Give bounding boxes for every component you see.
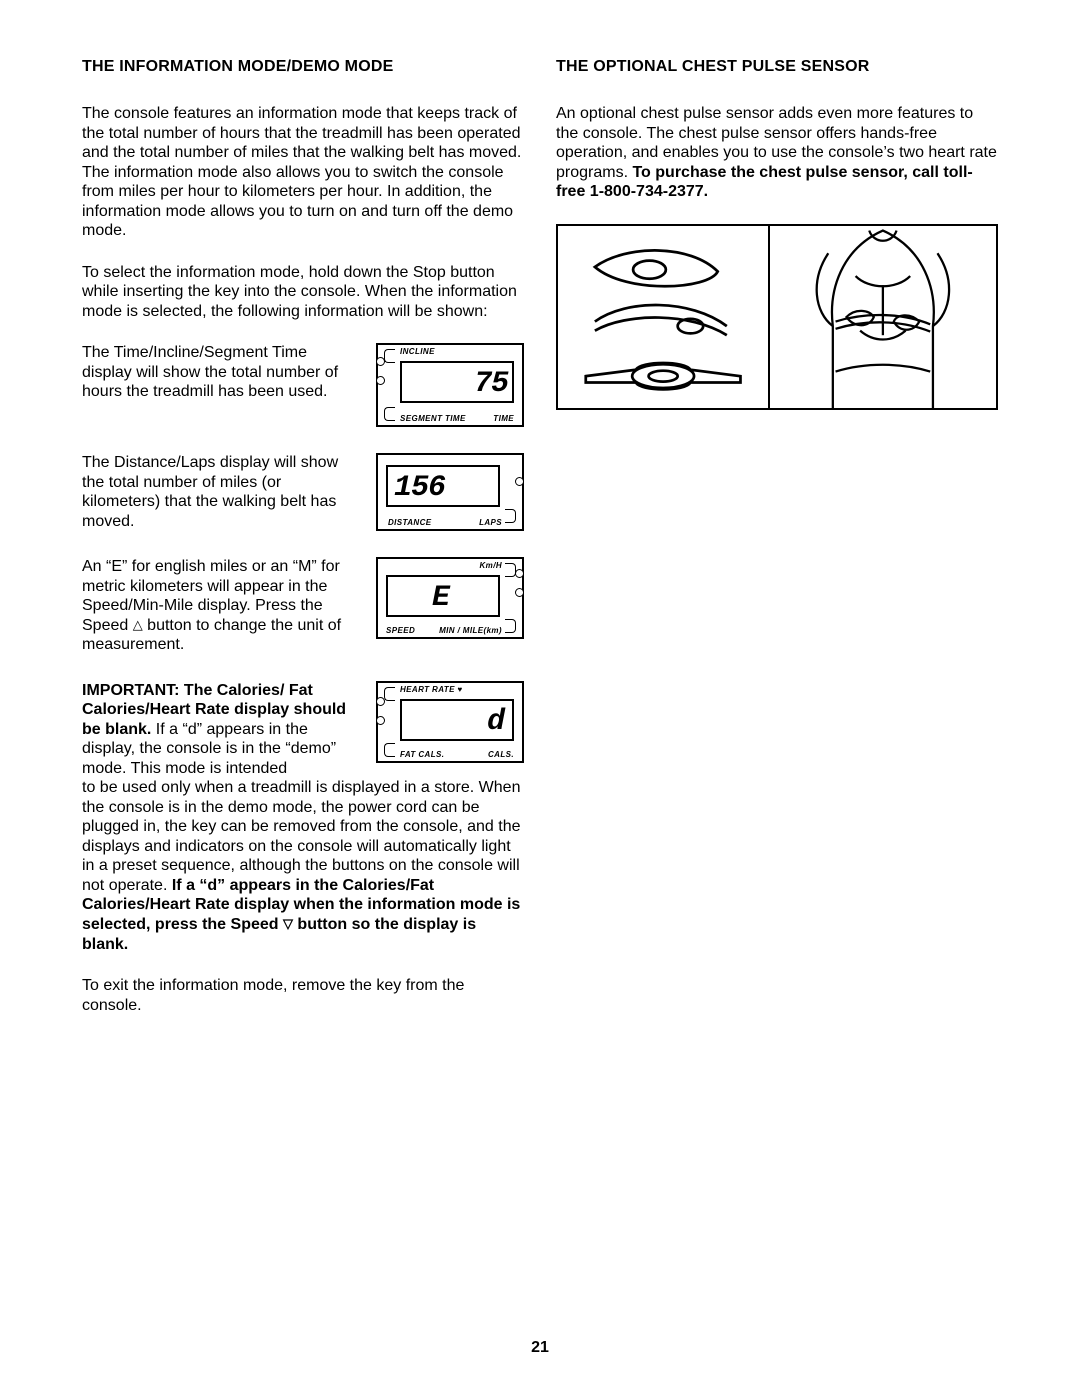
lcd-indicator-dots — [376, 357, 385, 385]
lcd-label-laps: LAPS — [479, 518, 502, 527]
chest-sensor-title: THE OPTIONAL CHEST PULSE SENSOR — [556, 58, 998, 76]
lcd-label-distance: DISTANCE — [388, 518, 432, 527]
bracket-icon — [384, 687, 395, 701]
info-mode-p3: to be used only when a treadmill is disp… — [82, 778, 524, 954]
bracket-icon — [505, 619, 516, 633]
triangle-down-icon: ▽ — [283, 916, 293, 932]
dot-icon — [515, 569, 524, 578]
chest-sensor-p1: An optional chest pulse sensor adds even… — [556, 104, 998, 202]
info-block-time-text: The Time/Incline/Segment Time display wi… — [82, 343, 358, 402]
info-mode-title: THE INFORMATION MODE/DEMO MODE — [82, 58, 524, 76]
dot-icon — [515, 477, 524, 486]
dot-icon — [376, 716, 385, 725]
page: THE INFORMATION MODE/DEMO MODE The conso… — [0, 0, 1080, 1397]
chest-sensor-strap-panel — [558, 226, 770, 408]
bracket-icon — [384, 349, 395, 363]
lcd-label-kmh: Km/H — [480, 561, 503, 570]
lcd-value: 75 — [474, 369, 508, 399]
info-block-heartrate: IMPORTANT: The Calories/ Fat Calories/He… — [82, 681, 524, 779]
lcd-indicator-dots — [376, 697, 385, 725]
info-mode-p4: To exit the information mode, remove the… — [82, 976, 524, 1015]
info-block-distance-text: The Distance/Laps display will show the … — [82, 453, 358, 531]
info-block-heartrate-text: IMPORTANT: The Calories/ Fat Calories/He… — [82, 681, 358, 779]
heart-icon: ♥ — [457, 685, 462, 694]
strap-icon — [558, 226, 768, 408]
page-number: 21 — [0, 1339, 1080, 1357]
lcd-heartrate: HEART RATE ♥ d FAT CALS. CALS. — [376, 681, 524, 763]
lcd-screen: E — [386, 575, 500, 617]
columns: THE INFORMATION MODE/DEMO MODE The conso… — [82, 58, 998, 1037]
bracket-icon — [505, 509, 516, 523]
torso-icon — [770, 226, 996, 408]
lcd-screen: 75 — [400, 361, 514, 403]
lcd-value: d — [487, 707, 504, 737]
lcd-label-cals: CALS. — [488, 750, 514, 759]
lcd-distance-laps: 156 DISTANCE LAPS — [376, 453, 524, 531]
info-block-time: The Time/Incline/Segment Time display wi… — [82, 343, 524, 427]
bracket-icon — [505, 563, 516, 577]
lcd-value: E — [432, 583, 449, 613]
lcd-value: 156 — [394, 473, 445, 503]
lcd-label-heartrate: HEART RATE ♥ — [400, 685, 463, 694]
left-column: THE INFORMATION MODE/DEMO MODE The conso… — [82, 58, 524, 1037]
triangle-up-icon: △ — [133, 617, 143, 633]
lcd-label-fatcals: FAT CALS. — [400, 750, 444, 759]
lcd-screen: d — [400, 699, 514, 741]
lcd-label-speed: SPEED — [386, 626, 415, 635]
info-mode-p2: To select the information mode, hold dow… — [82, 263, 524, 322]
lcd-screen: 156 — [386, 465, 500, 507]
info-mode-p1: The console features an information mode… — [82, 104, 524, 241]
lcd-indicator-dots — [515, 569, 524, 597]
lcd-time-incline: INCLINE 75 SEGMENT TIME TIME — [376, 343, 524, 427]
lcd-label-incline: INCLINE — [400, 347, 435, 356]
lcd-speed-minmile: Km/H E SPEED MIN / MILE(km) — [376, 557, 524, 639]
lcd-label-time: TIME — [493, 414, 514, 423]
chest-sensor-torso-panel — [770, 226, 996, 408]
info-block-speed: An “E” for english miles or an “M” for m… — [82, 557, 524, 655]
lcd-label-segment-time: SEGMENT TIME — [400, 414, 466, 423]
bracket-icon — [384, 407, 395, 421]
right-column: THE OPTIONAL CHEST PULSE SENSOR An optio… — [556, 58, 998, 1037]
dot-icon — [376, 376, 385, 385]
lcd-label-minmile: MIN / MILE(km) — [439, 626, 502, 635]
lcd-indicator-dots — [515, 477, 524, 486]
bracket-icon — [384, 743, 395, 757]
chest-sensor-figure — [556, 224, 998, 410]
info-block-speed-text: An “E” for english miles or an “M” for m… — [82, 557, 358, 655]
info-block-distance: The Distance/Laps display will show the … — [82, 453, 524, 531]
dot-icon — [515, 588, 524, 597]
